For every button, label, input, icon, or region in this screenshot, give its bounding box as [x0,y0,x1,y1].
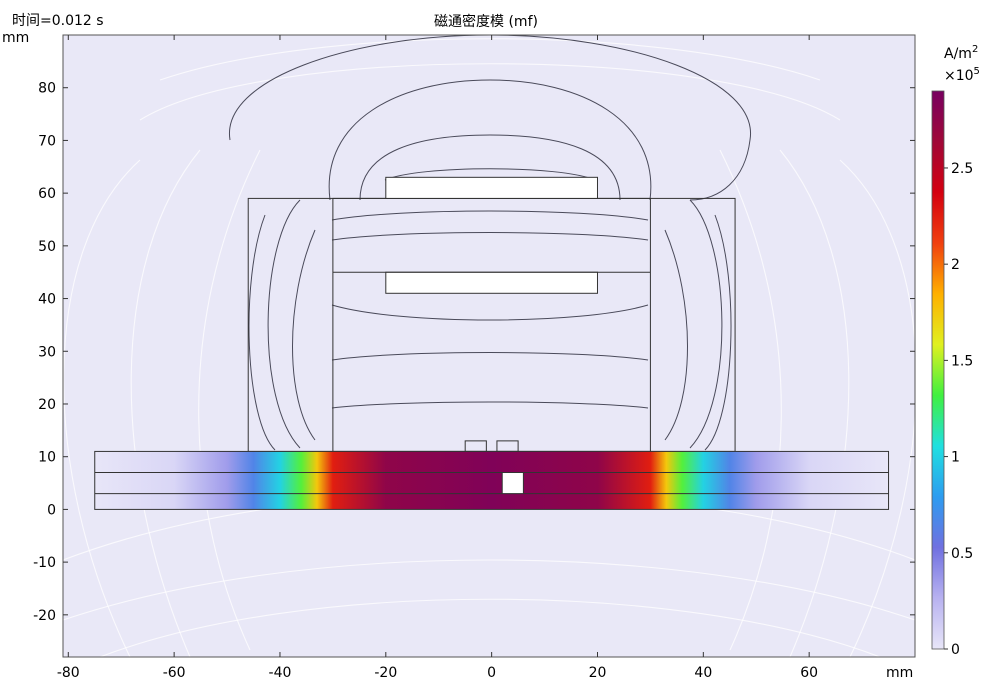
x-tick-label: -60 [163,665,186,681]
colorbar-tick-label: 2.5 [951,161,973,177]
plot-background [63,35,915,657]
colorbar-unit: A/m2 [944,44,978,62]
y-tick-label: 70 [38,133,56,149]
x-axis: -80 -60 -40 -20 0 20 40 60 [57,35,818,681]
x-tick-label: 20 [589,665,607,681]
plate-slot [501,472,524,495]
colorbar: A/m2 ×105 0 0.5 1 1.5 2 2.5 [931,44,980,658]
plot-frame [62,34,916,658]
x-tick-label: -80 [57,665,80,681]
contact-bump [464,440,487,452]
x-tick-label: -20 [374,665,397,681]
colorbar-tick-label: 2 [951,257,960,273]
lower-plate [385,271,598,294]
time-label: 时间=0.012 s [12,13,104,29]
contact-bump [496,440,519,452]
x-tick-label: 60 [800,665,818,681]
y-tick-label: 30 [38,344,56,360]
chart-title: 磁通密度模 (mf) [434,13,538,30]
x-tick-label: 40 [694,665,712,681]
x-tick-label: 0 [487,665,496,681]
base-plate [94,450,890,510]
plot-area [62,34,916,658]
y-tick-label: 20 [38,397,56,413]
colorbar-ticks: 0 0.5 1 1.5 2 2.5 [944,161,973,658]
y-tick-label: 60 [38,186,56,202]
colorbar-tick-label: 0 [951,642,960,658]
y-axis-unit: mm [2,30,29,46]
colorbar-tick-label: 1.5 [951,353,973,369]
y-tick-label: 10 [38,450,56,466]
colorbar-tick-label: 0.5 [951,546,973,562]
y-tick-label: 0 [47,502,56,518]
y-tick-label: -20 [33,608,56,624]
field-lines [63,35,915,657]
colorbar-tick-label: 1 [951,450,960,466]
colorbar-multiplier: ×105 [944,66,980,84]
upper-plate [385,176,598,199]
y-axis: -20 -10 0 10 20 30 40 50 60 70 80 [33,81,915,624]
x-tick-label: -40 [269,665,292,681]
colorbar-gradient [931,90,945,650]
y-tick-label: 80 [38,81,56,97]
x-axis-unit: mm [886,665,913,681]
y-tick-label: 40 [38,292,56,308]
y-tick-label: -10 [33,555,56,571]
y-tick-label: 50 [38,239,56,255]
device-geometry [94,176,890,510]
